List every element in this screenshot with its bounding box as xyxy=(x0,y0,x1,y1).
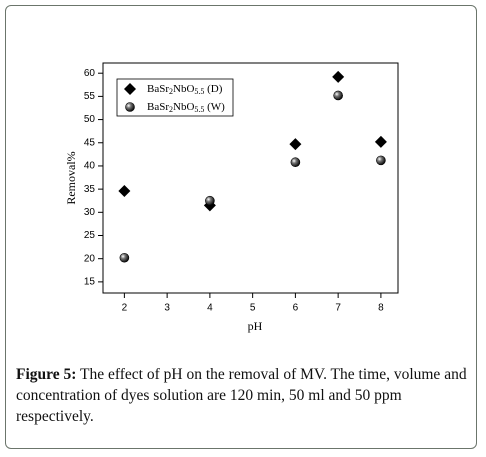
x-tick-label: 8 xyxy=(378,303,384,314)
legend-label: BaSr2NbO5.5 (D) xyxy=(147,83,223,96)
legend-box xyxy=(116,78,234,117)
y-tick-label: 30 xyxy=(84,207,96,218)
legend-marker xyxy=(125,102,135,112)
y-tick-label: 35 xyxy=(84,184,96,195)
sphere-marker xyxy=(119,252,130,263)
y-axis-label: Removal% xyxy=(64,151,78,204)
figure-frame xyxy=(5,5,477,449)
y-tick-label: 40 xyxy=(84,161,96,172)
caption-label: Figure 5: xyxy=(16,366,77,383)
plot-frame xyxy=(102,62,399,294)
caption-text: The effect of pH on the removal of MV. T… xyxy=(16,366,467,425)
legend-label: BaSr2NbO5.5 (W) xyxy=(147,101,225,114)
x-tick-label: 7 xyxy=(335,303,341,314)
y-tick-label: 45 xyxy=(84,137,96,148)
legend-marker xyxy=(124,83,136,95)
x-tick-label: 4 xyxy=(207,303,213,314)
diamond-marker xyxy=(118,184,131,197)
sphere-marker xyxy=(205,195,215,206)
diamond-marker xyxy=(289,138,302,151)
y-tick-label: 15 xyxy=(84,277,96,288)
sphere-marker xyxy=(333,90,343,101)
y-tick-label: 60 xyxy=(84,68,96,79)
x-axis-label: pH xyxy=(248,319,263,333)
caption: Figure 5: The effect of pH on the remova… xyxy=(16,364,472,427)
sphere-marker xyxy=(290,157,301,168)
y-tick-label: 50 xyxy=(84,114,96,125)
x-tick-label: 2 xyxy=(122,303,128,314)
x-tick-label: 3 xyxy=(164,303,170,314)
x-tick-label: 5 xyxy=(250,303,256,314)
diamond-marker xyxy=(374,135,387,148)
y-tick-label: 20 xyxy=(84,253,96,264)
diamond-marker xyxy=(332,70,345,83)
x-tick-label: 6 xyxy=(293,303,299,314)
y-tick-label: 25 xyxy=(84,230,96,241)
y-tick-label: 55 xyxy=(84,91,96,102)
sphere-marker xyxy=(376,155,386,166)
